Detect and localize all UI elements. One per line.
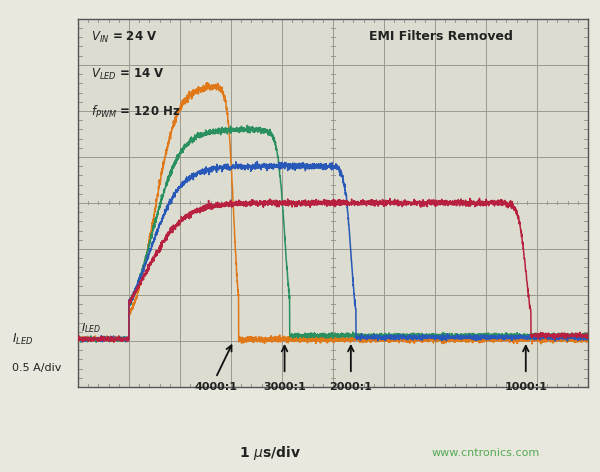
Text: 4000:1: 4000:1 xyxy=(194,381,237,391)
Text: 1 $\mu$s/div: 1 $\mu$s/div xyxy=(239,444,301,462)
Text: EMI Filters Removed: EMI Filters Removed xyxy=(368,30,512,43)
Text: 3000:1: 3000:1 xyxy=(263,381,306,391)
Text: 1000:1: 1000:1 xyxy=(505,381,547,391)
Text: $f_{PWM}$ = 120 Hz: $f_{PWM}$ = 120 Hz xyxy=(91,103,180,120)
Text: $V_{LED}$ = 14 V: $V_{LED}$ = 14 V xyxy=(91,67,165,82)
Text: $I_{LED}$: $I_{LED}$ xyxy=(12,332,33,347)
Text: www.cntronics.com: www.cntronics.com xyxy=(432,448,540,458)
Text: $I_{LED}$: $I_{LED}$ xyxy=(80,322,101,336)
Text: $V_{IN}$ = 24 V: $V_{IN}$ = 24 V xyxy=(91,30,157,45)
Text: 2000:1: 2000:1 xyxy=(329,381,372,391)
Text: 0.5 A/div: 0.5 A/div xyxy=(12,363,61,373)
